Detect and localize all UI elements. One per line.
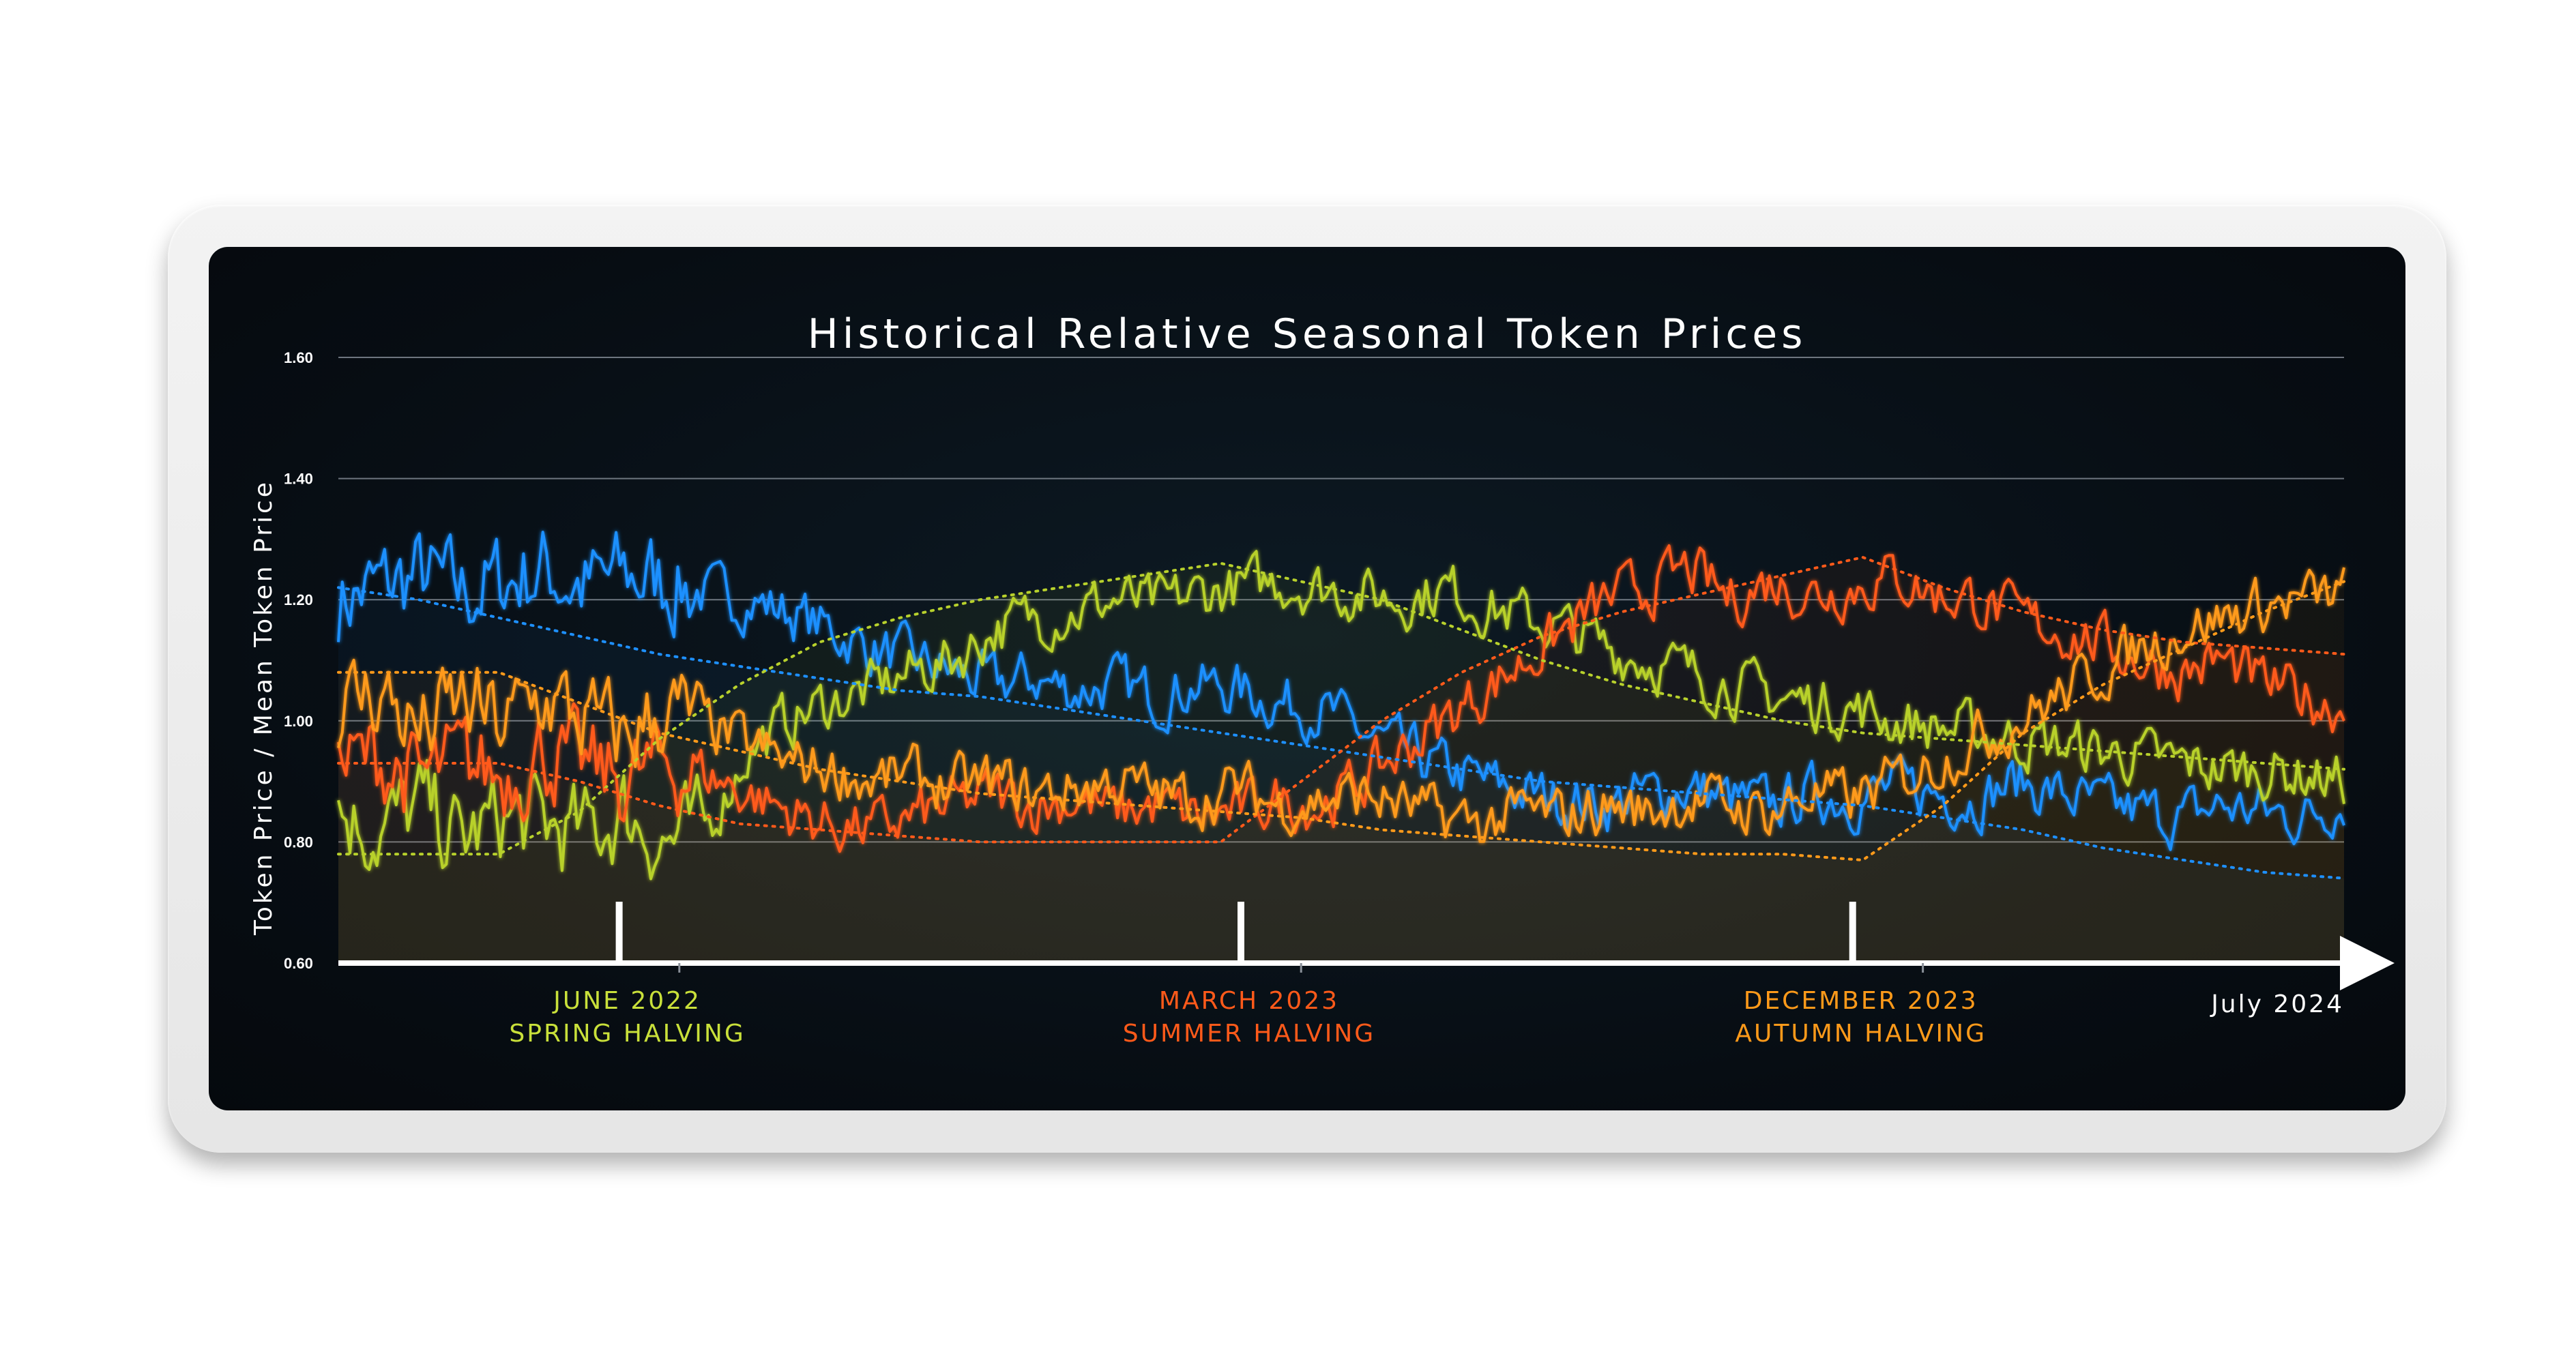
series-lines bbox=[337, 531, 2345, 881]
series-line-winter bbox=[337, 531, 2345, 851]
trend-line-autumn bbox=[337, 580, 2345, 862]
event-date-label: DECEMBER 2023 bbox=[1744, 987, 1978, 1015]
series-line-spring bbox=[337, 550, 2345, 881]
trend-band bbox=[338, 581, 2344, 963]
y-axis-label: Token Price / Mean Token Price bbox=[250, 479, 278, 936]
trend-band bbox=[338, 557, 2344, 963]
x-end-label: July 2024 bbox=[2210, 990, 2344, 1018]
event-date-label: MARCH 2023 bbox=[1159, 987, 1339, 1015]
trend-band bbox=[338, 563, 2344, 963]
trend-lines bbox=[337, 555, 2345, 880]
trend-line-spring bbox=[337, 561, 2345, 856]
seasonal-token-chart: 0.60 0.80 1.00 1.20 1.40 1.60 JUNE 2022 SPRING… bbox=[250, 310, 2395, 1048]
y-tick-label: 1.60 bbox=[284, 349, 313, 366]
y-tick-label: 1.20 bbox=[284, 591, 313, 608]
chart-title: Historical Relative Seasonal Token Price… bbox=[808, 310, 1807, 358]
event-name-label: SUMMER HALVING bbox=[1123, 1020, 1375, 1048]
y-tick-label: 1.40 bbox=[284, 471, 313, 488]
series-line-summer bbox=[337, 544, 2345, 853]
device-frame: 0.60 0.80 1.00 1.20 1.40 1.60 JUNE 2022 SPRING… bbox=[168, 205, 2446, 1153]
y-tick-label: 0.60 bbox=[284, 955, 313, 972]
event-markers: JUNE 2022 SPRING HALVING MARCH 2023 SUMMER … bbox=[509, 902, 1987, 1048]
x-axis bbox=[338, 936, 2395, 990]
y-tick-labels: 0.60 0.80 1.00 1.20 1.40 1.60 bbox=[284, 349, 313, 972]
event-name-label: SPRING HALVING bbox=[509, 1020, 745, 1048]
trend-line-summer bbox=[337, 555, 2345, 844]
series-line-autumn bbox=[337, 567, 2345, 843]
chart-panel: 0.60 0.80 1.00 1.20 1.40 1.60 JUNE 2022 SPRING… bbox=[209, 247, 2405, 1110]
event-date-label: JUNE 2022 bbox=[552, 987, 701, 1015]
event-name-label: AUTUMN HALVING bbox=[1735, 1020, 1987, 1048]
y-tick-label: 0.80 bbox=[284, 833, 313, 851]
y-tick-label: 1.00 bbox=[284, 713, 313, 730]
